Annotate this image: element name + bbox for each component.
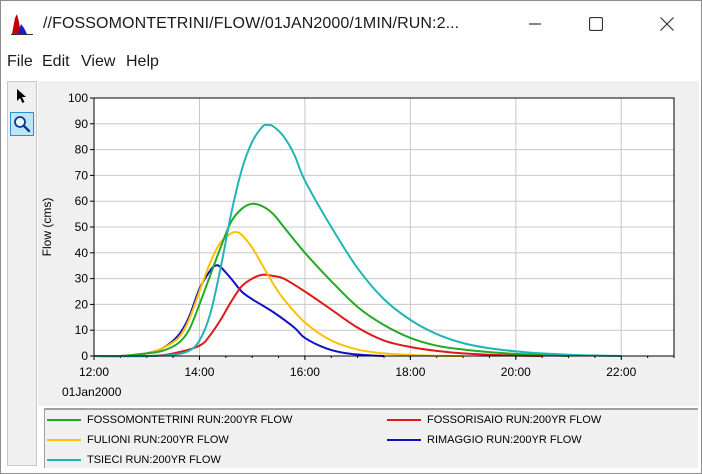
series-line-fossorisaio[interactable] — [93, 273, 543, 358]
legend-label: FULIONI RUN:200YR FLOW — [87, 434, 229, 446]
legend-entry-rimaggio[interactable]: RIMAGGIO RUN:200YR FLOW — [387, 432, 582, 448]
arrow-pointer-icon — [17, 89, 26, 103]
maximize-button[interactable] — [573, 1, 619, 47]
y-tick-label: 30 — [75, 272, 89, 286]
legend-label: TSIECI RUN:200YR FLOW — [87, 454, 221, 466]
maximize-icon — [589, 17, 603, 31]
close-icon — [660, 17, 674, 31]
y-tick-label: 60 — [75, 194, 89, 208]
y-tick-label: 0 — [81, 349, 88, 363]
legend-label: FOSSOMONTETRINI RUN:200YR FLOW — [87, 414, 293, 426]
series-line-fossomontetrini[interactable] — [93, 202, 569, 358]
y-tick-label: 20 — [75, 297, 89, 311]
tool-palette — [7, 81, 37, 466]
legend-swatch — [47, 439, 81, 441]
legend-swatch — [387, 439, 421, 441]
title-bar[interactable]: //FOSSOMONTETRINI/FLOW/01JAN2000/1MIN/RU… — [1, 1, 701, 47]
legend-entry-fulioni[interactable]: FULIONI RUN:200YR FLOW — [47, 432, 229, 448]
series-line-fulioni[interactable] — [93, 231, 464, 358]
plot-frame — [93, 97, 675, 357]
legend-swatch — [47, 419, 81, 421]
menu-bar: File Edit View Help — [1, 50, 701, 76]
legend-swatch — [387, 419, 421, 421]
y-tick-label: 100 — [68, 91, 88, 105]
window-title: //FOSSOMONTETRINI/FLOW/01JAN2000/1MIN/RU… — [43, 15, 460, 32]
y-tick-label: 80 — [75, 143, 89, 157]
menu-edit[interactable]: Edit — [42, 53, 70, 70]
magnifier-icon — [14, 116, 31, 133]
close-button[interactable] — [644, 1, 690, 47]
y-tick-label: 50 — [75, 220, 89, 234]
y-tick-label: 10 — [75, 323, 89, 337]
y-tick-label: 90 — [75, 117, 89, 131]
minimize-button[interactable] — [512, 1, 558, 47]
y-tick-label: 40 — [75, 246, 89, 260]
legend-label: FOSSORISAIO RUN:200YR FLOW — [427, 414, 602, 426]
series-line-tsieci[interactable] — [93, 123, 622, 358]
x-date-label: 01Jan2000 — [62, 385, 122, 399]
minimize-icon — [529, 23, 541, 25]
y-tick-label: 70 — [75, 168, 89, 182]
menu-file[interactable]: File — [7, 53, 33, 70]
legend-label: RIMAGGIO RUN:200YR FLOW — [427, 434, 582, 446]
x-tick-label: 22:00 — [606, 365, 636, 379]
menu-help[interactable]: Help — [126, 53, 159, 70]
chart-app-icon — [11, 14, 33, 35]
legend-entry-fossorisaio[interactable]: FOSSORISAIO RUN:200YR FLOW — [387, 412, 601, 428]
x-tick-label: 14:00 — [184, 365, 214, 379]
zoom-tool-button[interactable] — [10, 112, 34, 136]
pointer-tool-button[interactable] — [10, 84, 34, 108]
flow-chart[interactable]: 0 10 20 30 40 50 60 70 80 90 100 12:00 14:00 16:00 18:… — [38, 81, 699, 406]
legend-panel: FOSSOMONTETRINI RUN:200YR FLOW FOSSORISA… — [44, 408, 698, 468]
legend-swatch — [47, 459, 81, 461]
x-tick-label: 18:00 — [395, 365, 425, 379]
y-axis-label: Flow (cms) — [40, 198, 54, 257]
x-tick-label: 12:00 — [79, 365, 109, 379]
x-tick-label: 16:00 — [290, 365, 320, 379]
legend-entry-tsieci[interactable]: TSIECI RUN:200YR FLOW — [47, 452, 221, 468]
chart-panel[interactable]: 0 10 20 30 40 50 60 70 80 90 100 12:00 14:00 16:00 18:… — [38, 81, 699, 406]
menu-view[interactable]: View — [81, 53, 116, 70]
legend-entry-fossomontetrini[interactable]: FOSSOMONTETRINI RUN:200YR FLOW — [47, 412, 292, 428]
x-tick-label: 20:00 — [501, 365, 531, 379]
